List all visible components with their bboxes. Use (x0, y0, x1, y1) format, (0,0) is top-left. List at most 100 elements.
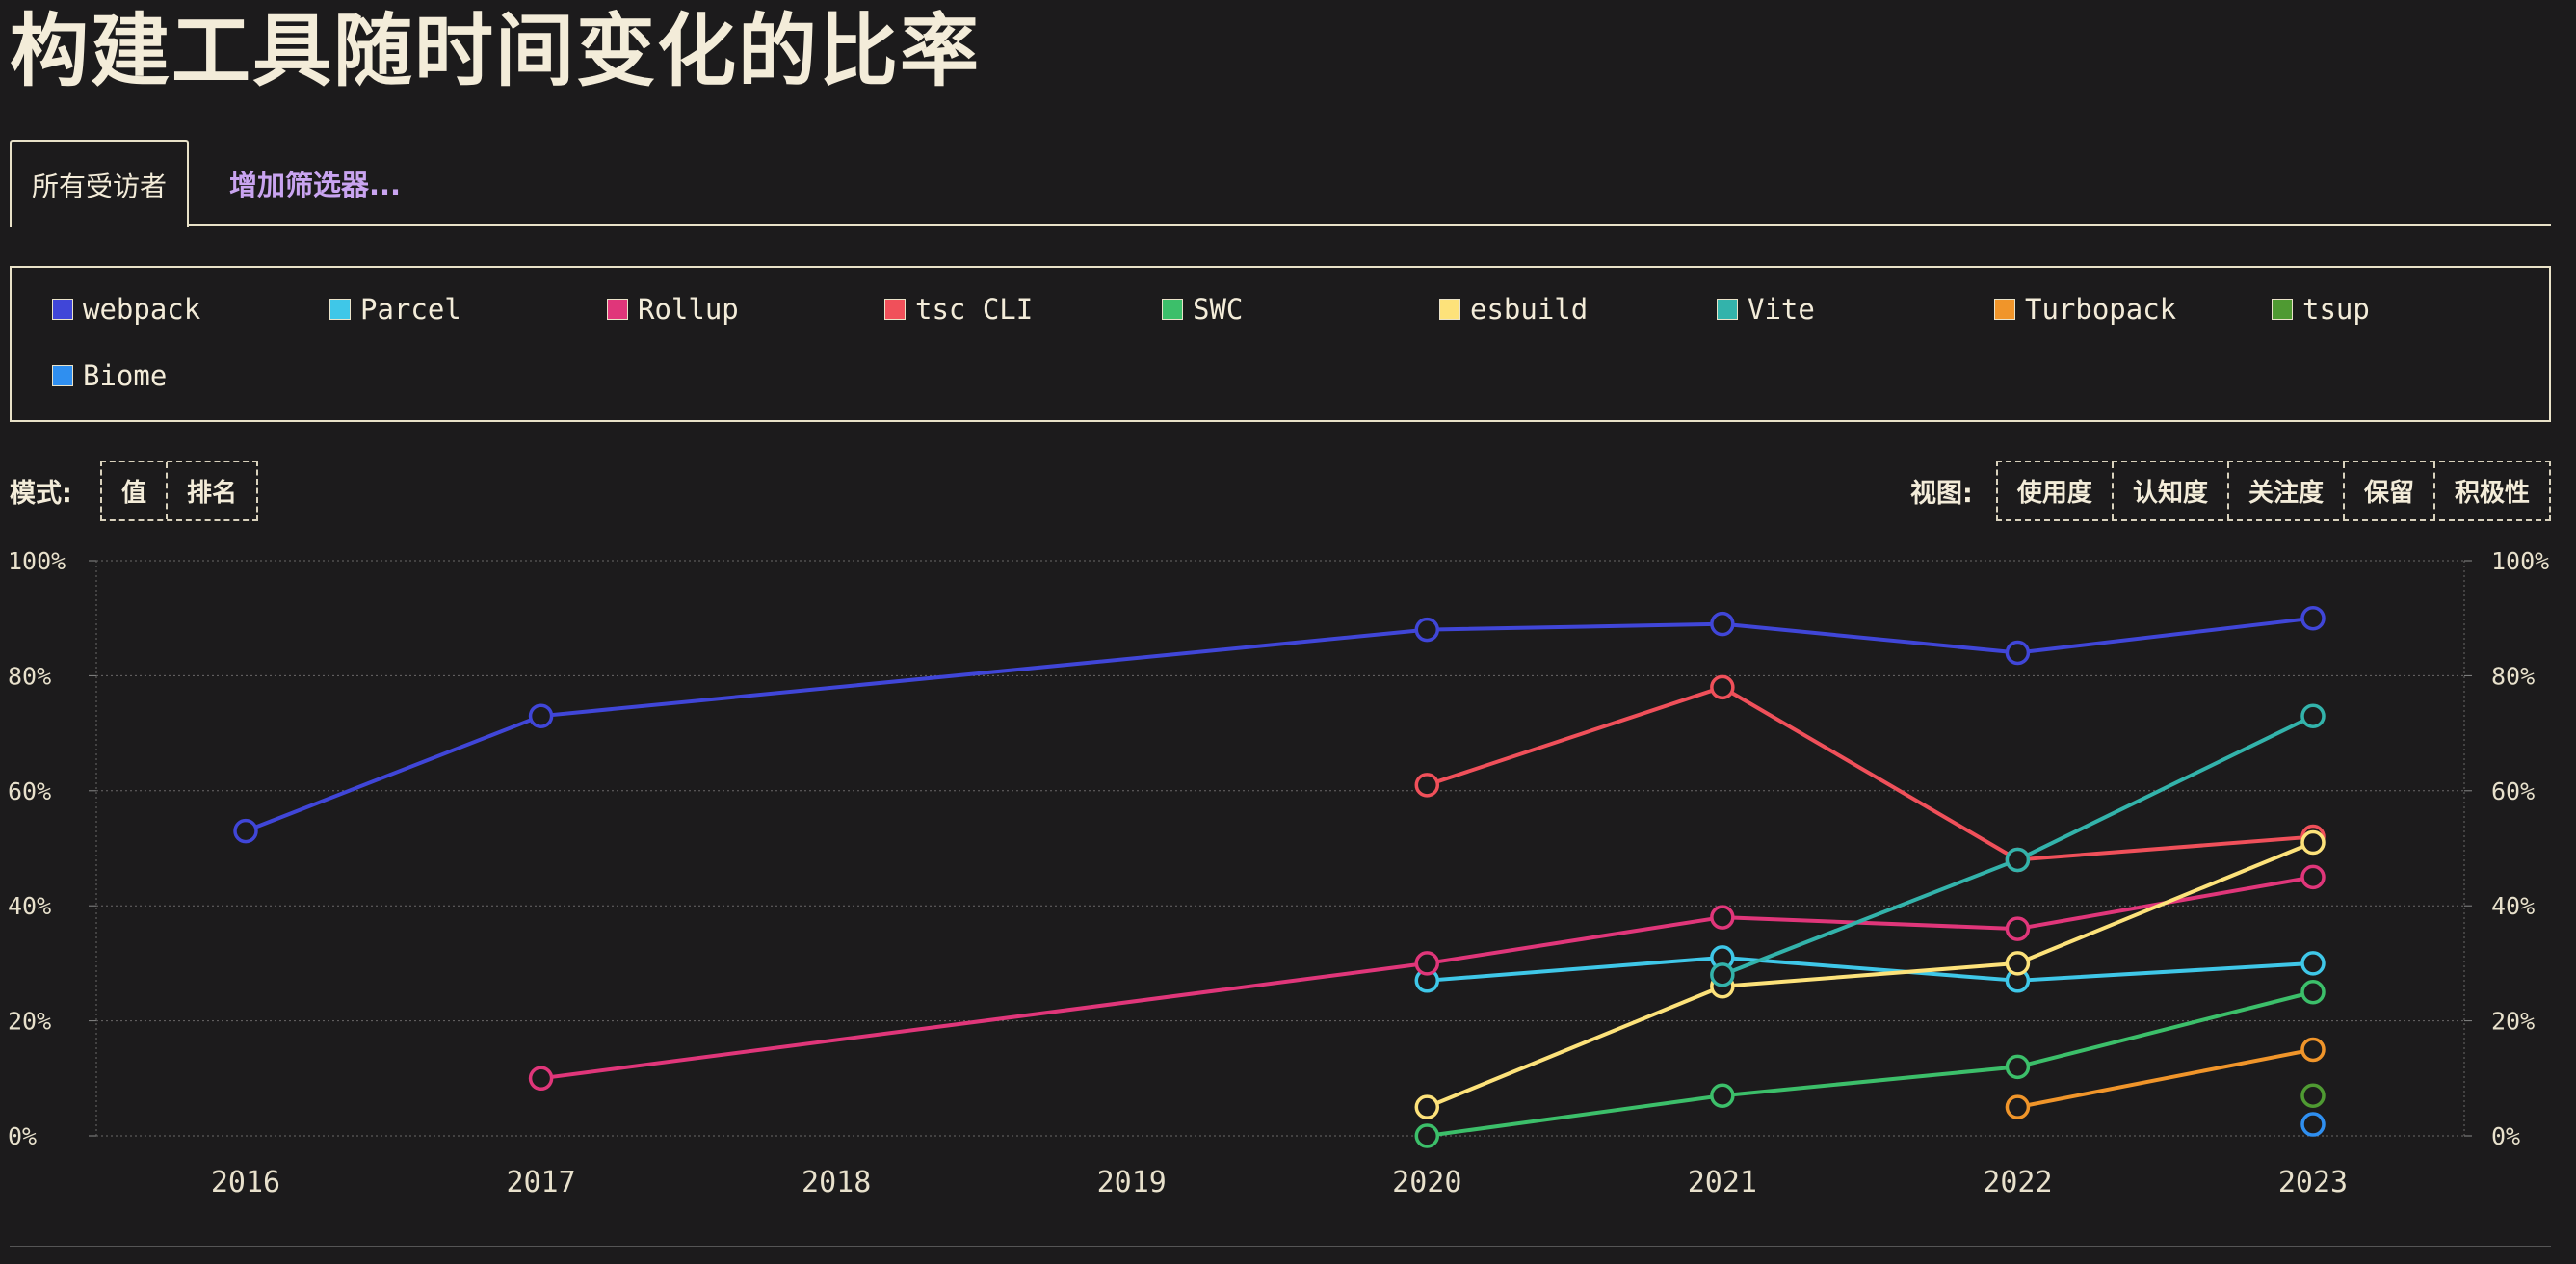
legend-item-swc[interactable]: SWC (1162, 293, 1243, 326)
y-tick-label-right: 40% (2491, 892, 2535, 920)
legend-label: Turbopack (2025, 293, 2177, 326)
data-point-webpack (528, 703, 554, 728)
view-toggle: 使用度 认知度 关注度 保留 积极性 (1995, 461, 2551, 521)
view-interest-button[interactable]: 关注度 (2226, 462, 2343, 519)
chart-legend: webpack Parcel Rollup tsc CLI SWC esbuil… (10, 266, 2551, 422)
data-point-webpack (233, 818, 258, 844)
series-line-swc (1427, 989, 2314, 1138)
mode-rank-button[interactable]: 排名 (166, 462, 256, 519)
legend-item-turbopack[interactable]: Turbopack (1994, 293, 2176, 326)
data-point-swc (2300, 980, 2326, 1005)
data-point-webpack (2300, 605, 2326, 631)
data-point-webpack (2005, 640, 2031, 666)
y-tick-label-right: 60% (2491, 777, 2535, 805)
data-point-rollup (2005, 916, 2031, 941)
x-tick-label: 2017 (506, 1166, 575, 1195)
mode-value-button[interactable]: 值 (121, 479, 147, 508)
legend-swatch (607, 299, 628, 320)
x-tick-label: 2018 (802, 1166, 871, 1195)
y-tick-label-left: 0% (8, 1122, 37, 1150)
legend-item-biome[interactable]: Biome (52, 359, 167, 392)
legend-swatch (1994, 299, 2015, 320)
legend-swatch (329, 299, 351, 320)
filter-tabs: 所有受访者 增加筛选器... (10, 140, 2551, 227)
data-point-rollup (528, 1066, 554, 1092)
legend-item-rollup[interactable]: Rollup (607, 293, 739, 326)
data-point-vite (2300, 703, 2326, 728)
data-point-vite (2005, 847, 2031, 873)
view-usage-button[interactable]: 使用度 (2016, 479, 2092, 508)
data-point-rollup (2300, 864, 2326, 890)
data-point-swc (1710, 1083, 1735, 1108)
data-point-webpack (1414, 617, 1440, 643)
y-tick-label-left: 40% (8, 892, 51, 920)
legend-item-esbuild[interactable]: esbuild (1439, 293, 1588, 326)
mode-label: 模式: (10, 479, 72, 509)
series-line-turbopack (2017, 1047, 2314, 1110)
legend-label: tsc CLI (915, 293, 1034, 326)
data-point-esbuild (2300, 830, 2326, 856)
y-tick-label-left: 60% (8, 777, 51, 805)
y-tick-label-right: 100% (2491, 547, 2549, 575)
bottom-divider (10, 1246, 2551, 1247)
series-line-webpack (245, 616, 2314, 833)
data-point-rollup (1710, 905, 1735, 930)
y-tick-label-left: 20% (8, 1008, 51, 1036)
x-tick-label: 2022 (1983, 1166, 2052, 1195)
legend-label: SWC (1193, 293, 1244, 326)
data-point-webpack (1710, 611, 1735, 637)
y-tick-label-right: 80% (2491, 662, 2535, 690)
tab-all-respondents[interactable]: 所有受访者 (10, 140, 189, 227)
view-retention-button[interactable]: 保留 (2342, 462, 2433, 519)
legend-item-tsc-cli[interactable]: tsc CLI (884, 293, 1033, 326)
data-point-esbuild (1414, 1094, 1440, 1119)
legend-swatch (52, 365, 73, 386)
page-title: 构建工具随时间变化的比率 (10, 6, 982, 97)
view-label: 视图: (1910, 479, 1973, 509)
legend-swatch (884, 299, 906, 320)
series-line-esbuild (1426, 840, 2314, 1110)
legend-label: webpack (83, 293, 201, 326)
legend-item-vite[interactable]: Vite (1717, 293, 1815, 326)
series-line-parcel (1427, 955, 2314, 983)
legend-label: tsup (2302, 293, 2370, 326)
view-positivity-button[interactable]: 积极性 (2432, 462, 2549, 519)
data-point-swc (2005, 1054, 2031, 1080)
legend-item-parcel[interactable]: Parcel (329, 293, 461, 326)
data-point-rollup (1414, 951, 1440, 976)
legend-label: Parcel (360, 293, 461, 326)
y-tick-label-left: 100% (8, 547, 66, 575)
y-tick-label-right: 0% (2491, 1122, 2520, 1150)
legend-label: Biome (83, 359, 168, 392)
x-tick-label: 2021 (1688, 1166, 1757, 1195)
data-point-parcel (2300, 951, 2326, 976)
x-tick-label: 2019 (1097, 1166, 1167, 1195)
legend-swatch (1717, 299, 1738, 320)
data-point-tsc-cli (1710, 674, 1735, 700)
legend-label: esbuild (1470, 293, 1589, 326)
view-awareness-button[interactable]: 认知度 (2111, 462, 2227, 519)
data-point-tsup (2300, 1083, 2326, 1108)
data-point-turbopack (2005, 1094, 2031, 1119)
x-tick-label: 2020 (1392, 1166, 1461, 1195)
legend-swatch (52, 299, 73, 320)
data-point-turbopack (2300, 1037, 2326, 1063)
legend-label: Vite (1748, 293, 1815, 326)
legend-swatch (1162, 299, 1183, 320)
x-tick-label: 2023 (2278, 1166, 2348, 1195)
data-point-swc (1414, 1123, 1440, 1148)
data-point-vite (1710, 962, 1735, 988)
legend-item-webpack[interactable]: webpack (52, 293, 200, 326)
line-chart: 0% 0% 20% 20% 40% 40% 60% 60% 80% 80% 100% 100% 2016… (8, 547, 2549, 1195)
add-filter-button[interactable]: 增加筛选器... (229, 169, 402, 201)
y-tick-label-left: 80% (8, 662, 51, 690)
legend-swatch (1439, 299, 1460, 320)
legend-swatch (2272, 299, 2293, 320)
legend-label: Rollup (638, 293, 739, 326)
legend-item-tsup[interactable]: tsup (2272, 293, 2370, 326)
y-tick-label-right: 20% (2491, 1008, 2535, 1036)
mode-toggle: 值 排名 (100, 461, 259, 521)
series-line-tsc-cli (1426, 685, 2314, 862)
data-point-tsc-cli (1414, 773, 1440, 798)
data-point-esbuild (2005, 951, 2031, 976)
